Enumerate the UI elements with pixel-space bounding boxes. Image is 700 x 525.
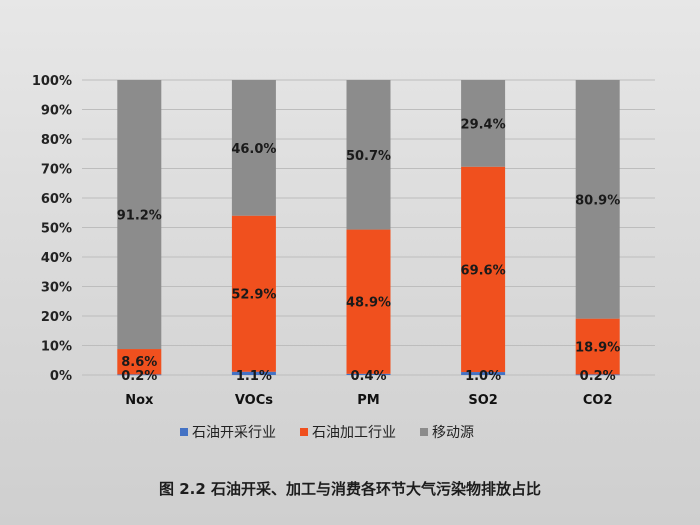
y-tick-label: 40% bbox=[41, 251, 72, 266]
data-label: 80.9% bbox=[575, 193, 620, 208]
legend-label: 石油加工行业 bbox=[312, 425, 396, 441]
y-tick-label: 50% bbox=[41, 222, 72, 237]
bar-segment bbox=[117, 349, 162, 375]
data-label: 18.9% bbox=[575, 341, 620, 356]
figure-caption: 图 2.2 石油开采、加工与消费各环节大气污染物排放占比 bbox=[158, 480, 542, 498]
data-label: 0.4% bbox=[350, 369, 386, 384]
data-label: 0.2% bbox=[580, 369, 616, 384]
data-label: 0.2% bbox=[121, 369, 157, 384]
y-tick-label: 70% bbox=[41, 163, 72, 178]
bar-segment bbox=[461, 80, 506, 167]
bar-segment bbox=[346, 373, 391, 375]
data-label: 91.2% bbox=[117, 209, 162, 224]
bar-segment bbox=[231, 215, 276, 372]
data-label: 50.7% bbox=[346, 149, 391, 164]
x-category-label: Nox bbox=[125, 393, 154, 408]
bar-segment bbox=[461, 166, 506, 373]
data-label: 8.6% bbox=[121, 355, 157, 370]
bar-segment bbox=[575, 318, 620, 375]
y-tick-label: 100% bbox=[32, 74, 72, 89]
data-label: 1.1% bbox=[236, 369, 272, 384]
y-tick-label: 0% bbox=[50, 369, 72, 384]
legend-swatch bbox=[420, 428, 428, 436]
bar-segment bbox=[117, 374, 162, 376]
bar-segment bbox=[346, 80, 391, 230]
x-category-label: VOCs bbox=[235, 393, 273, 408]
data-label: 48.9% bbox=[346, 296, 391, 311]
y-tick-label: 60% bbox=[41, 192, 72, 207]
data-label: 29.4% bbox=[461, 117, 506, 132]
data-label: 69.6% bbox=[461, 263, 506, 278]
bar-segment bbox=[117, 80, 162, 350]
data-label: 1.0% bbox=[465, 369, 501, 384]
bar-segment bbox=[575, 80, 620, 319]
y-tick-label: 30% bbox=[41, 281, 72, 296]
x-category-label: CO2 bbox=[583, 393, 613, 408]
legend-label: 移动源 bbox=[432, 425, 474, 441]
legend-swatch bbox=[300, 428, 308, 436]
bar-segment bbox=[231, 371, 276, 375]
y-tick-label: 90% bbox=[41, 104, 72, 119]
data-label: 52.9% bbox=[231, 288, 276, 303]
y-tick-label: 80% bbox=[41, 133, 72, 148]
bar-segment bbox=[231, 80, 276, 216]
legend-label: 石油开采行业 bbox=[192, 425, 276, 441]
x-category-label: PM bbox=[357, 393, 379, 408]
y-tick-label: 20% bbox=[41, 310, 72, 325]
bar-segment bbox=[346, 229, 391, 374]
y-tick-label: 10% bbox=[41, 340, 72, 355]
x-category-label: SO2 bbox=[468, 393, 497, 408]
bar-segment bbox=[461, 372, 506, 375]
bar-segment bbox=[575, 374, 620, 376]
legend-swatch bbox=[180, 428, 188, 436]
data-label: 46.0% bbox=[231, 142, 276, 157]
